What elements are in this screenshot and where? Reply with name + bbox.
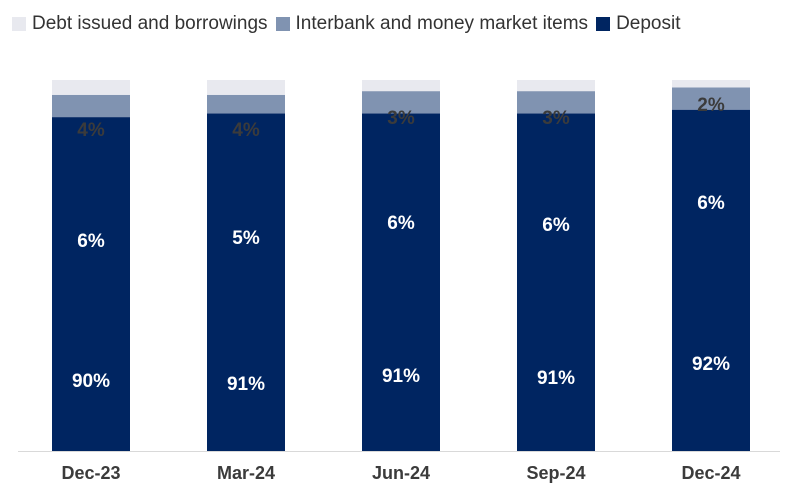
bar-segment-interbank-and-money-market-items-mar-24 [207,94,285,114]
legend-swatch-interbank [275,17,290,31]
legend-item-deposit: Deposit [596,13,680,35]
data-label-deposit-mar-24: 91% [227,374,265,395]
bar-segment-debt-issued-and-borrowings-dec-23 [52,80,130,95]
data-label-debt-issued-and-borrowings-sep-24: 3% [542,108,570,129]
bar-segment-deposit-mar-24 [207,113,285,451]
bar-segment-interbank-and-money-market-items-dec-23 [52,94,130,118]
data-label-interbank-and-money-market-items-mar-24: 5% [232,228,260,249]
data-label-debt-issued-and-borrowings-dec-24: 2% [697,95,725,116]
bar-segment-debt-issued-and-borrowings-dec-24 [672,80,750,88]
data-label-debt-issued-and-borrowings-dec-23: 4% [77,120,105,141]
bar-segment-deposit-dec-23 [52,117,130,451]
data-label-interbank-and-money-market-items-dec-23: 6% [77,231,105,252]
x-tick-label-dec-24: Dec-24 [681,463,740,483]
data-label-interbank-and-money-market-items-jun-24: 6% [387,213,415,234]
legend-label-debt: Debt issued and borrowings [32,13,268,34]
bar-segment-interbank-and-money-market-items-sep-24 [517,91,595,114]
legend-item-interbank: Interbank and money market items [275,13,589,35]
x-tick-label-dec-23: Dec-23 [61,463,120,483]
data-label-deposit-jun-24: 91% [382,366,420,387]
data-label-deposit-dec-24: 92% [692,354,730,375]
bar-segment-interbank-and-money-market-items-jun-24 [362,91,440,114]
x-tick-label-mar-24: Mar-24 [217,463,275,483]
legend-swatch-deposit [596,17,611,31]
legend-item-debt: Debt issued and borrowings [12,13,268,35]
bar-segment-debt-issued-and-borrowings-jun-24 [362,80,440,92]
chart-legend: Debt issued and borrowings Interbank and… [12,12,688,36]
legend-label-deposit: Deposit [616,13,681,34]
bar-segment-deposit-dec-24 [672,109,750,452]
bar-segment-deposit-jun-24 [362,113,440,451]
legend-label-interbank: Interbank and money market items [295,13,589,34]
x-tick-label-jun-24: Jun-24 [372,463,430,483]
legend-swatch-debt [12,17,26,31]
bar-segment-debt-issued-and-borrowings-mar-24 [207,80,285,95]
bar-segment-interbank-and-money-market-items-dec-24 [672,87,750,110]
data-label-deposit-dec-23: 90% [72,371,110,392]
data-label-debt-issued-and-borrowings-jun-24: 3% [387,108,415,129]
bar-segment-debt-issued-and-borrowings-sep-24 [517,80,595,92]
bar-segment-deposit-sep-24 [517,113,595,451]
data-label-debt-issued-and-borrowings-mar-24: 4% [232,120,260,141]
data-label-interbank-and-money-market-items-sep-24: 6% [542,215,570,236]
data-label-interbank-and-money-market-items-dec-24: 6% [697,193,725,214]
data-label-deposit-sep-24: 91% [537,368,575,389]
x-tick-label-sep-24: Sep-24 [526,463,585,483]
